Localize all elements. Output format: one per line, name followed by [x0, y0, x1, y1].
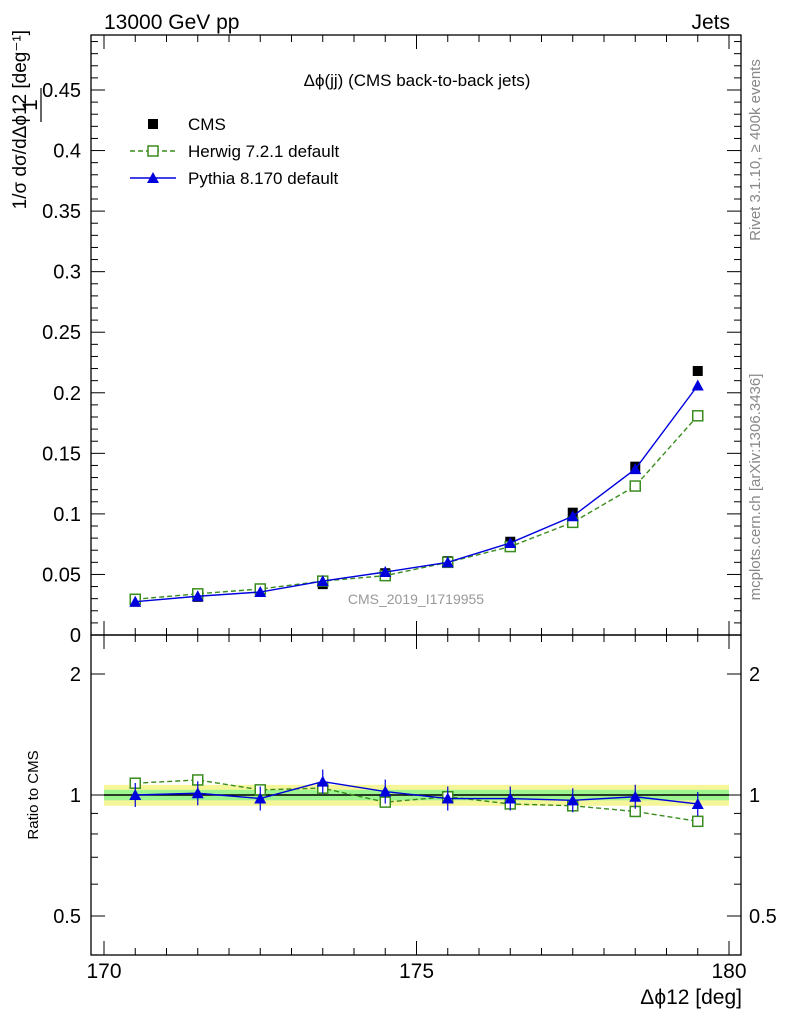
legend-marker: [148, 119, 158, 129]
ratio-point: [191, 787, 204, 799]
svg-text:1: 1: [19, 99, 42, 111]
ratio-y-tick-label: 1: [70, 785, 81, 807]
data-point: [692, 410, 704, 422]
data-point: [566, 510, 579, 522]
legend-label: Herwig 7.2.1 default: [188, 142, 339, 161]
ratio-panel: 170 175 180 0.5 0.5 1 1 2 2 Ratio to CMS Δϕ12 [d…: [25, 634, 777, 1009]
ratio-y-tick-label: 1: [749, 785, 760, 807]
y-tick-label: 0.4: [53, 141, 81, 163]
y-tick-label: 0.45: [42, 80, 81, 102]
data-point: [191, 590, 204, 602]
legend: CMS Herwig 7.2.1 default Pythia 8.170 defa…: [130, 115, 339, 188]
ratio-point: [316, 775, 329, 787]
y-tick-label: 0.35: [42, 201, 81, 223]
data-point: [316, 575, 329, 587]
ratio-y-tick-label: 2: [70, 664, 81, 686]
data-point: [629, 480, 641, 492]
data-point: [254, 586, 267, 598]
ratio-y-tick-label: 0.5: [749, 906, 777, 928]
ratio-point: [691, 797, 704, 809]
data-point: [692, 365, 703, 376]
y-tick-label: 0.15: [42, 443, 81, 465]
ratio-point: [504, 792, 517, 804]
legend-marker: [147, 172, 159, 183]
x-tick-label: 175: [399, 960, 434, 983]
ratio-point: [441, 792, 454, 804]
main-y-axis-title: 1: [19, 88, 42, 122]
legend-marker: [147, 145, 159, 157]
x-tick-label: 170: [86, 960, 121, 983]
ratio-point: [379, 785, 392, 797]
legend-label: Pythia 8.170 default: [188, 169, 339, 188]
energy-label: 13000 GeV pp: [104, 11, 239, 34]
y-tick-label: 0.25: [42, 322, 81, 344]
ratio-point: [129, 789, 142, 800]
ratio-point: [629, 790, 642, 802]
main-y-axis-label: 1/σ dσ/dΔϕ12 [deg⁻¹]: [10, 30, 31, 209]
ratio-point: [254, 792, 267, 804]
plot-title: Δϕ(jj) (CMS back-to-back jets): [304, 71, 531, 90]
rivet-label: Rivet 3.1.10, ≥ 400k events: [747, 59, 764, 241]
x-tick-label: 180: [711, 960, 746, 983]
legend-label: CMS: [188, 115, 226, 134]
data-point: [379, 566, 392, 578]
y-tick-label: 0.3: [53, 262, 81, 284]
data-point: [629, 463, 642, 475]
y-tick-label: 0: [70, 625, 81, 647]
ratio-line-0: [135, 779, 698, 823]
data-point: [691, 379, 704, 391]
y-tick-label: 0.05: [42, 564, 81, 586]
data-point: [441, 556, 454, 568]
y-tick-label: 0.1: [53, 504, 81, 526]
watermark-label: CMS_2019_I1719955: [348, 591, 484, 607]
ratio-frame: [90, 634, 742, 956]
ratio-line-1: [135, 780, 698, 805]
series-line-1: [135, 415, 699, 600]
ratio-point: [566, 794, 579, 806]
data-point: [504, 536, 517, 548]
x-axis-label: Δϕ12 [deg]: [640, 986, 742, 1009]
ratio-point: [692, 815, 704, 828]
main-panel: 0 0.05 0.1 0.15 0.2 0.25 0.3 0.35 0.4 0.45 CMS Herw…: [10, 30, 742, 647]
y-tick-label: 0.2: [53, 383, 81, 405]
process-label: Jets: [691, 11, 730, 34]
ratio-y-tick-label: 2: [749, 664, 760, 686]
ratio-y-axis-label: Ratio to CMS: [25, 750, 42, 839]
mcplots-label: mcplots.cern.ch [arXiv:1306.3436]: [747, 374, 764, 601]
data-point: [129, 595, 142, 607]
series-line-2: [135, 385, 699, 603]
ratio-y-tick-label: 0.5: [53, 906, 81, 928]
